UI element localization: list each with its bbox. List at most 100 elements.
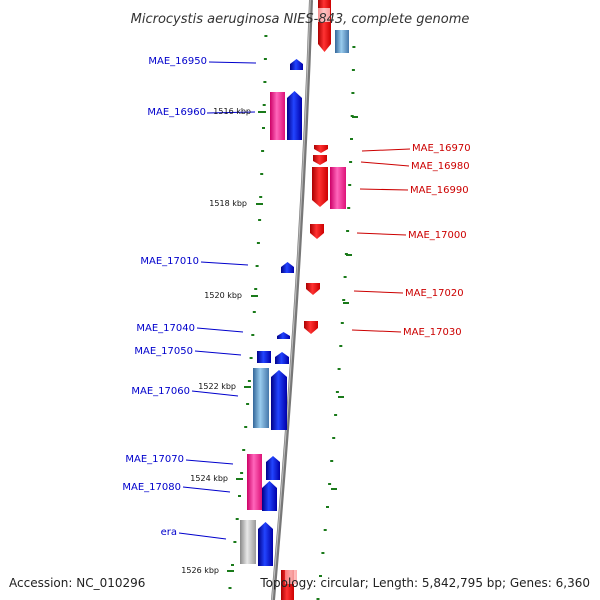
tick-mark <box>349 161 353 163</box>
gene-label-MAE_16990[interactable]: MAE_16990 <box>410 185 469 196</box>
tick-mark-major <box>343 302 349 304</box>
tick-mark <box>259 196 263 198</box>
tick-mark <box>256 242 260 244</box>
gene-shape-MAE_17040[interactable] <box>277 332 290 339</box>
gene-shape-MAE_17070-rna[interactable] <box>247 454 262 510</box>
top-gene-pale-blue[interactable] <box>335 30 349 53</box>
tick-mark-major <box>331 488 337 490</box>
tick-mark <box>330 460 334 462</box>
bottom-gene-pale-red[interactable] <box>285 570 297 584</box>
gene-label-MAE_16980[interactable]: MAE_16980 <box>411 161 470 172</box>
tick-mark <box>328 483 332 485</box>
gene-shape-MAE_17030[interactable] <box>304 321 318 334</box>
tick-mark <box>323 529 327 531</box>
gene-shape-MAE_16980[interactable] <box>313 155 327 165</box>
kbp-label-1526: 1526 kbp <box>181 566 219 575</box>
tick-mark <box>262 104 266 106</box>
tick-mark <box>347 207 351 209</box>
gene-label-MAE_17030[interactable]: MAE_17030 <box>403 327 462 338</box>
tick-mark <box>351 69 355 71</box>
gene-shape-era-gray[interactable] <box>240 520 256 564</box>
gene-shape-MAE_17000[interactable] <box>310 224 324 239</box>
position-ticks <box>228 35 358 600</box>
gene-shape-MAE_17070[interactable] <box>266 456 280 480</box>
tick-mark-major <box>338 396 344 398</box>
tick-mark <box>343 276 347 278</box>
kbp-label-1524: 1524 kbp <box>190 474 228 483</box>
gene-shape-MAE_17060[interactable] <box>271 370 287 430</box>
gene-label-MAE_17060[interactable]: MAE_17060 <box>131 386 190 397</box>
gene-shape-MAE_17080[interactable] <box>262 481 277 511</box>
tick-mark <box>249 357 253 359</box>
genome-title: Microcystis aeruginosa NIES-843, complet… <box>131 12 470 27</box>
tick-mark <box>262 127 265 129</box>
top-gene-pink[interactable] <box>318 8 330 22</box>
tick-mark <box>228 587 232 589</box>
kbp-scale: 1516 kbp 1518 kbp 1520 kbp 1522 kbp 1524… <box>181 107 266 575</box>
tick-mark <box>340 322 344 324</box>
tick-mark <box>244 426 248 428</box>
tick-mark <box>316 598 320 600</box>
tick-mark <box>348 184 352 186</box>
tick-mark <box>337 368 341 370</box>
tick-mark <box>326 506 329 508</box>
tick-mark <box>247 380 251 382</box>
gene-label-MAE_17010[interactable]: MAE_17010 <box>140 256 199 267</box>
genome-summary-text: Topology: circular; Length: 5,842,795 bp… <box>259 576 590 590</box>
gene-shape-MAE_16970[interactable] <box>314 145 328 153</box>
tick-mark <box>260 173 264 175</box>
gene-shape-MAE_17060-pale[interactable] <box>253 368 269 428</box>
tick-mark <box>231 564 234 566</box>
kbp-label-1522: 1522 kbp <box>198 382 236 391</box>
gene-shape-MAE_16960[interactable] <box>287 91 302 140</box>
gene-label-MAE_17070[interactable]: MAE_17070 <box>125 454 184 465</box>
gene-label-MAE_17000[interactable]: MAE_17000 <box>408 230 467 241</box>
tick-mark <box>334 414 338 416</box>
tick-mark <box>352 46 356 48</box>
label-connectors <box>178 61 411 540</box>
tick-mark <box>319 575 322 577</box>
tick-mark <box>342 299 346 301</box>
gene-shape-era[interactable] <box>258 522 273 566</box>
gene-shape-MAE_17050b[interactable] <box>275 352 289 364</box>
gene-label-MAE_16950[interactable]: MAE_16950 <box>148 56 207 67</box>
gene-shape-MAE_16990[interactable] <box>312 167 328 207</box>
gene-label-MAE_17050[interactable]: MAE_17050 <box>134 346 193 357</box>
tick-mark <box>233 541 237 543</box>
tick-mark <box>246 403 250 405</box>
tick-mark <box>339 345 343 347</box>
tick-mark <box>254 288 258 290</box>
kbp-label-1520: 1520 kbp <box>204 291 242 300</box>
gene-label-era[interactable]: era <box>161 527 177 538</box>
accession-text: Accession: NC_010296 <box>9 576 145 590</box>
gene-shape-MAE_16950[interactable] <box>290 59 303 70</box>
tick-mark <box>264 35 268 37</box>
gene-label-MAE_17080[interactable]: MAE_17080 <box>122 482 181 493</box>
tick-mark <box>263 81 267 83</box>
tick-mark <box>263 58 267 60</box>
tick-mark <box>258 219 262 221</box>
kbp-label-1518: 1518 kbp <box>209 199 247 208</box>
tick-mark <box>261 150 265 152</box>
tick-mark <box>235 518 239 520</box>
gene-label-MAE_17020[interactable]: MAE_17020 <box>405 288 464 299</box>
gene-shape-MAE_16990-rna[interactable] <box>330 167 346 209</box>
tick-mark <box>350 138 353 140</box>
gene-label-MAE_17040[interactable]: MAE_17040 <box>136 323 195 334</box>
gene-shape-MAE_17020[interactable] <box>306 283 320 295</box>
tick-mark <box>252 311 256 313</box>
gene-label-MAE_16960[interactable]: MAE_16960 <box>147 107 206 118</box>
tick-mark <box>255 265 259 267</box>
genome-backbone <box>271 0 313 600</box>
gene-label-MAE_16970[interactable]: MAE_16970 <box>412 143 471 154</box>
gene-shape-MAE_17050[interactable] <box>257 351 271 363</box>
tick-mark-major <box>352 116 358 118</box>
tick-mark <box>240 472 244 474</box>
tick-mark <box>335 391 339 393</box>
tick-mark-major <box>346 254 352 256</box>
gene-shape-MAE_16960-rna[interactable] <box>270 92 285 140</box>
genome-backbone-highlight <box>271 0 311 600</box>
tick-mark <box>346 230 350 232</box>
gene-shape-MAE_17010[interactable] <box>281 262 294 273</box>
